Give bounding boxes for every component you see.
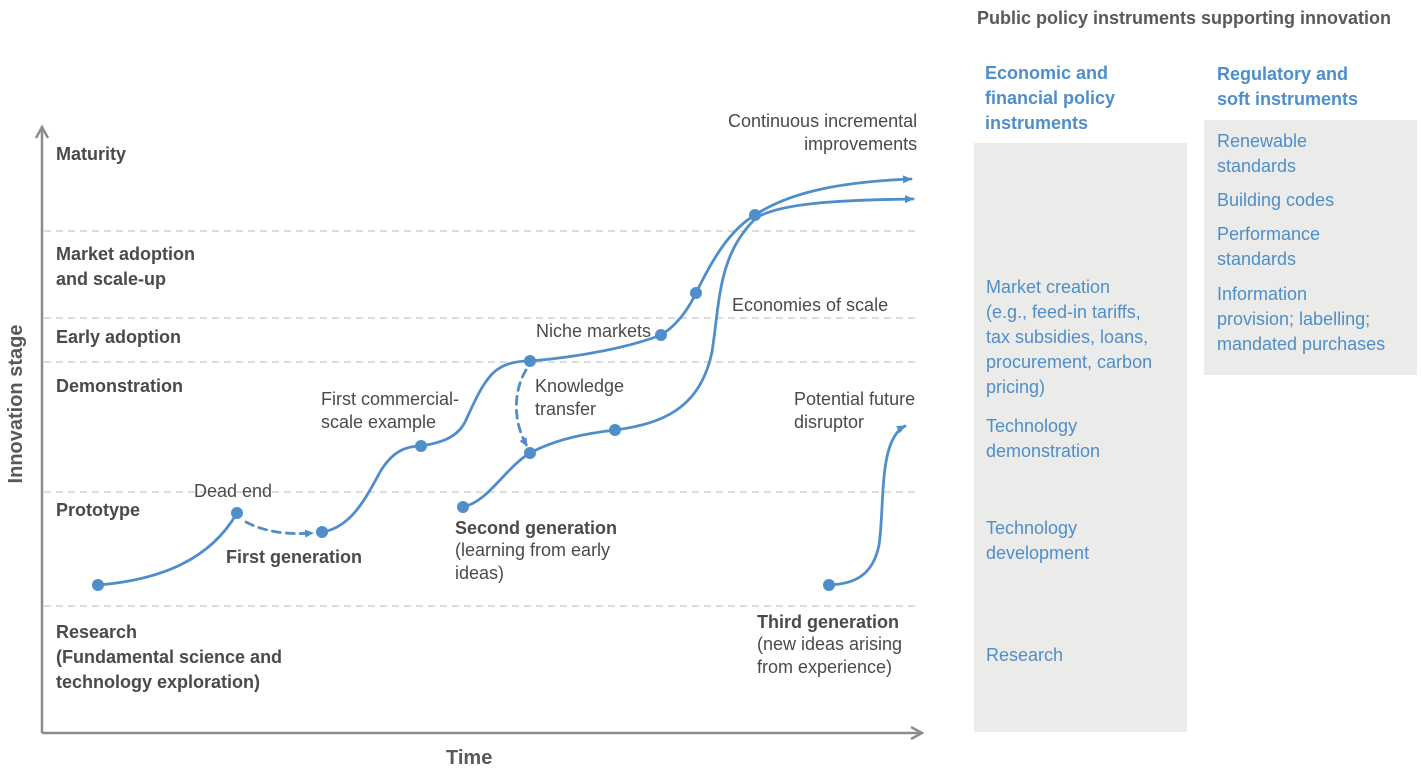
regulatory-item-renewable-standards: Renewable standards xyxy=(1217,131,1308,176)
first-generation-early-curve xyxy=(96,511,239,587)
node-start xyxy=(92,579,104,591)
label-third-generation-note: (new ideas arising from experience) xyxy=(757,634,903,677)
node-niche-markets xyxy=(655,329,667,341)
knowledge-transfer-dashed-arrow xyxy=(514,368,529,448)
regulatory-heading: Regulatory and soft instruments xyxy=(1217,64,1359,109)
label-potential-disruptor: Potential future disruptor xyxy=(794,389,916,432)
label-second-generation: Second generation xyxy=(455,518,618,538)
label-dead-end: Dead end xyxy=(194,481,273,501)
regulatory-item-performance-standards: Performance standards xyxy=(1217,224,1321,269)
y-axis-label: Innovation stage xyxy=(5,325,27,484)
stage-market-adoption: Market adoption and scale-up xyxy=(56,244,196,289)
stage-research: Research (Fundamental science and techno… xyxy=(56,622,283,692)
node-dead-end xyxy=(231,507,243,519)
node-first-commercial xyxy=(415,440,427,452)
economic-instruments-box xyxy=(974,143,1187,732)
economic-heading: Economic and financial policy instrument… xyxy=(985,63,1116,133)
stage-early-adoption: Early adoption xyxy=(56,327,182,347)
node-first-generation xyxy=(316,526,328,538)
label-first-generation: First generation xyxy=(226,547,363,567)
regulatory-item-information-provision: Information provision; labelling; mandat… xyxy=(1217,284,1386,354)
third-generation-curve xyxy=(827,424,907,587)
node-knowledge-target xyxy=(524,447,536,459)
policy-panel-title: Public policy instruments supporting inn… xyxy=(977,8,1392,28)
stage-maturity: Maturity xyxy=(56,144,127,164)
x-axis-label: Time xyxy=(446,747,493,769)
regulatory-instruments-box xyxy=(1204,120,1417,375)
label-continuous-improvements: Continuous incremental improvements xyxy=(728,111,918,154)
label-third-generation: Third generation xyxy=(757,612,900,632)
node-convergence xyxy=(749,209,761,221)
stage-gridlines xyxy=(44,230,920,607)
second-generation-curve xyxy=(461,195,915,509)
stage-demonstration: Demonstration xyxy=(56,376,184,396)
node-market-adoption xyxy=(690,287,702,299)
regulatory-item-building-codes: Building codes xyxy=(1217,190,1335,210)
node-third-start xyxy=(823,579,835,591)
node-knowledge-source xyxy=(524,355,536,367)
label-first-commercial: First commercial- scale example xyxy=(321,389,459,432)
economic-item-research: Research xyxy=(986,645,1064,665)
label-niche-markets: Niche markets xyxy=(536,321,652,341)
label-economies-of-scale: Economies of scale xyxy=(732,295,889,315)
economic-item-technology-development: Technology development xyxy=(986,518,1090,563)
economic-item-market-creation: Market creation (e.g., feed-in tariffs, … xyxy=(986,277,1153,397)
label-second-generation-note: (learning from early ideas) xyxy=(455,540,611,583)
node-second-start xyxy=(457,501,469,513)
label-knowledge-transfer: Knowledge transfer xyxy=(535,376,625,419)
node-second-demo xyxy=(609,424,621,436)
economic-item-technology-demonstration: Technology demonstration xyxy=(986,416,1101,461)
stage-prototype: Prototype xyxy=(56,500,141,520)
dead-end-dashed-arrow xyxy=(244,520,315,538)
first-generation-curve xyxy=(320,175,913,534)
